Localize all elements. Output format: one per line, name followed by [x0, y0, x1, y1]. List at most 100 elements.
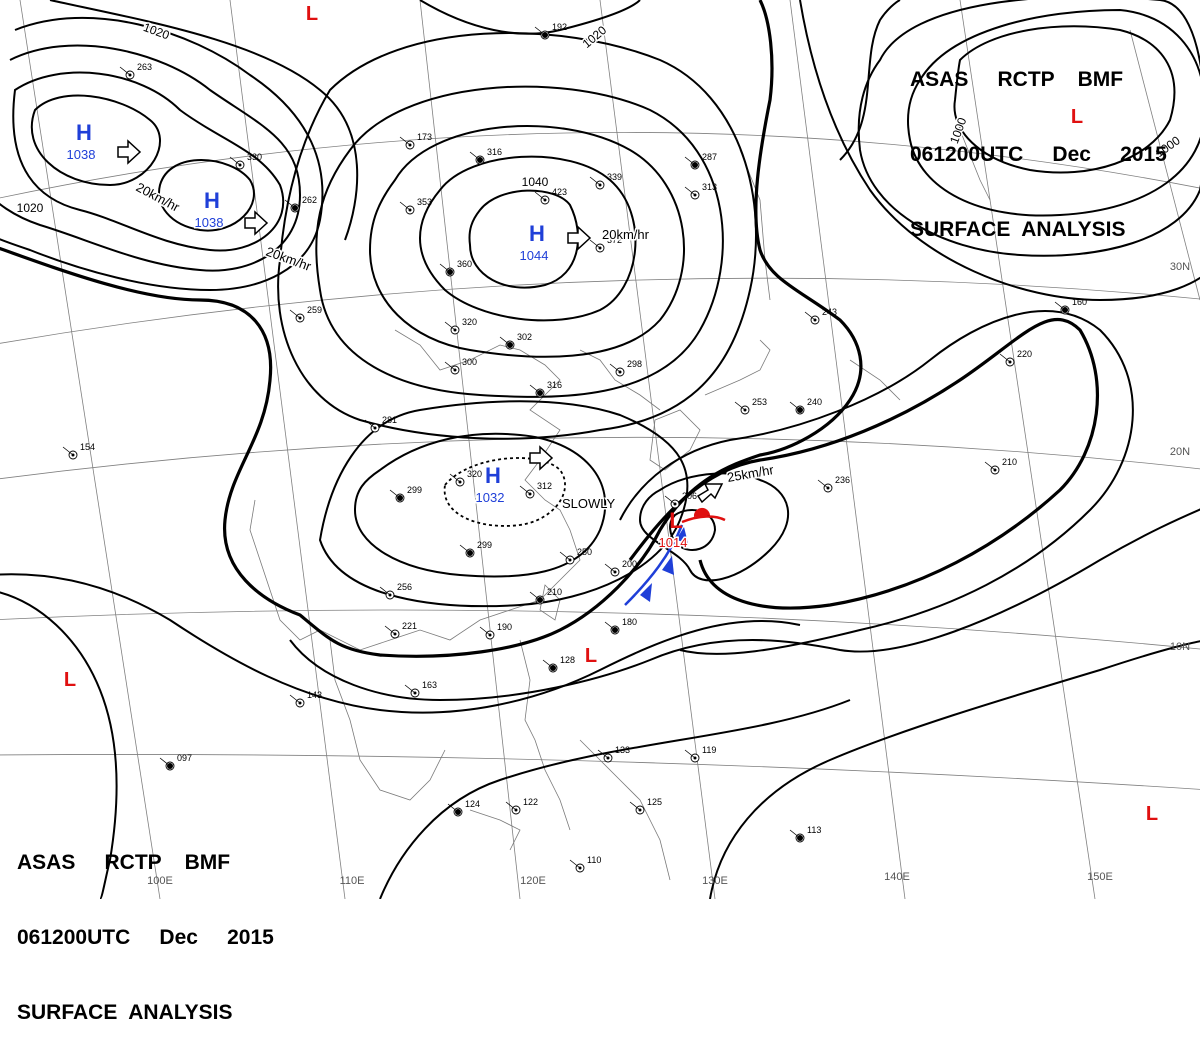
station-pressure-value: 200 [622, 559, 637, 569]
wind-barb [559, 551, 571, 561]
station-pressure-value: 360 [457, 259, 472, 269]
wind-barb [159, 757, 171, 767]
station-plot: 113 [789, 825, 821, 843]
station-plot: 200 [604, 559, 637, 577]
station-plot: 259 [289, 305, 322, 323]
wind-barb [597, 749, 609, 759]
cold-front-barb [640, 583, 652, 602]
center-pressure-value: 1044 [520, 248, 549, 263]
station-pressure-value: 259 [307, 305, 322, 315]
wind-barb [364, 419, 376, 429]
station-pressure-value: 097 [177, 753, 192, 763]
station-plot: 160 [1054, 297, 1087, 315]
station-pressure-value: 299 [477, 540, 492, 550]
longitude-label: 100E [147, 875, 173, 887]
center-pressure-value: 1014 [659, 535, 688, 550]
station-pressure-value: 302 [517, 332, 532, 342]
wind-barb [589, 176, 601, 186]
station-pressure-value: 298 [627, 359, 642, 369]
wind-barb [289, 309, 301, 319]
station-pressure-value: 124 [465, 799, 480, 809]
station-plot: 243 [804, 307, 837, 325]
station-pressure-value: 423 [552, 187, 567, 197]
station-pressure-value: 316 [487, 147, 502, 157]
grid-labels: 100E 110E 120E 130E 140E 150E 30N 20N 10N [147, 261, 1190, 887]
station-pressure-value: 221 [402, 621, 417, 631]
station-plot: 125 [629, 797, 662, 815]
header-title-line: SURFACE ANALYSIS [17, 1001, 233, 1024]
station-pressure-value: 154 [80, 442, 95, 452]
station-plot: 210 [984, 457, 1017, 475]
station-pressure-value: 113 [807, 825, 821, 835]
motion-arrow [696, 483, 724, 504]
motion-arrows [117, 139, 724, 504]
station-observations: 192 263 330 262 353 173 316 339 423 287 313 372 360 2… [62, 22, 1087, 873]
low-pressure-center: L [1071, 106, 1083, 128]
wind-barb [229, 156, 241, 166]
station-plot: 298 [609, 359, 642, 377]
wind-barb [534, 191, 546, 201]
wind-barb [604, 563, 616, 573]
wind-barb [447, 803, 459, 813]
wind-barb [529, 591, 541, 601]
wind-barb [384, 625, 396, 635]
station-plot: 320 [444, 317, 477, 335]
station-pressure-value: 133 [615, 745, 630, 755]
station-plot: 253 [734, 397, 767, 415]
station-pressure-value: 143 [307, 690, 322, 700]
motion-arrow [529, 445, 554, 471]
station-plot: 372 [589, 235, 622, 253]
station-plot: 190 [479, 622, 512, 640]
header-time-line: 061200UTC Dec 2015 [910, 143, 1167, 166]
fronts [624, 507, 726, 606]
wind-barb [505, 801, 517, 811]
longitude-label: 130E [702, 875, 728, 887]
wind-barb [469, 151, 481, 161]
station-plot: 300 [444, 357, 477, 375]
station-pressure-value: 316 [547, 380, 562, 390]
station-pressure-value: 210 [1002, 457, 1017, 467]
station-plot: 320 [449, 469, 482, 487]
wind-barb [1054, 301, 1066, 311]
center-pressure-value: 1032 [476, 490, 505, 505]
station-plot: 250 [559, 547, 592, 565]
wind-barb [817, 479, 829, 489]
wind-barb [789, 829, 801, 839]
wind-barb [404, 684, 416, 694]
station-plot: 110 [569, 855, 601, 873]
isobars [0, 0, 1200, 899]
wind-barb [804, 311, 816, 321]
station-plot: 097 [159, 753, 192, 771]
cold-front-barb [676, 527, 688, 543]
station-pressure-value: 125 [647, 797, 662, 807]
wind-barb [449, 473, 461, 483]
station-plot: 262 [284, 195, 317, 213]
station-pressure-value: 240 [807, 397, 822, 407]
station-plot: 313 [684, 182, 717, 200]
header-product-line: ASAS RCTP BMF [17, 851, 231, 874]
header-product-line: ASAS RCTP BMF [910, 68, 1124, 91]
station-plot: 236 [817, 475, 850, 493]
station-plot: 423 [534, 187, 567, 205]
station-plot: 210 [529, 587, 562, 605]
station-plot: 192 [534, 22, 567, 40]
wind-barb [479, 626, 491, 636]
latitude-label: 10N [1170, 641, 1190, 653]
station-pressure-value: 210 [547, 587, 562, 597]
station-plot: 263 [119, 62, 152, 80]
station-plot: 154 [62, 442, 95, 460]
wind-barb [529, 384, 541, 394]
station-pressure-value: 160 [1072, 297, 1087, 307]
station-pressure-value: 339 [607, 172, 622, 182]
pressure-centers: H 1038 H 1038 H 1044 H 1032 L 1014 L L L L L [64, 3, 1158, 825]
motion-label: SLOWLY [562, 496, 616, 511]
station-plot: 221 [384, 621, 417, 639]
station-pressure-value: 320 [462, 317, 477, 327]
map-header-top: ASAS RCTP BMF 061200UTC Dec 2015 SURFACE… [910, 17, 1167, 267]
wind-barb [609, 363, 621, 373]
high-pressure-center: H [204, 188, 220, 213]
wind-barb [519, 485, 531, 495]
warm-front-barb [693, 507, 710, 517]
station-plot: 299 [459, 540, 492, 558]
wind-barb [999, 353, 1011, 363]
